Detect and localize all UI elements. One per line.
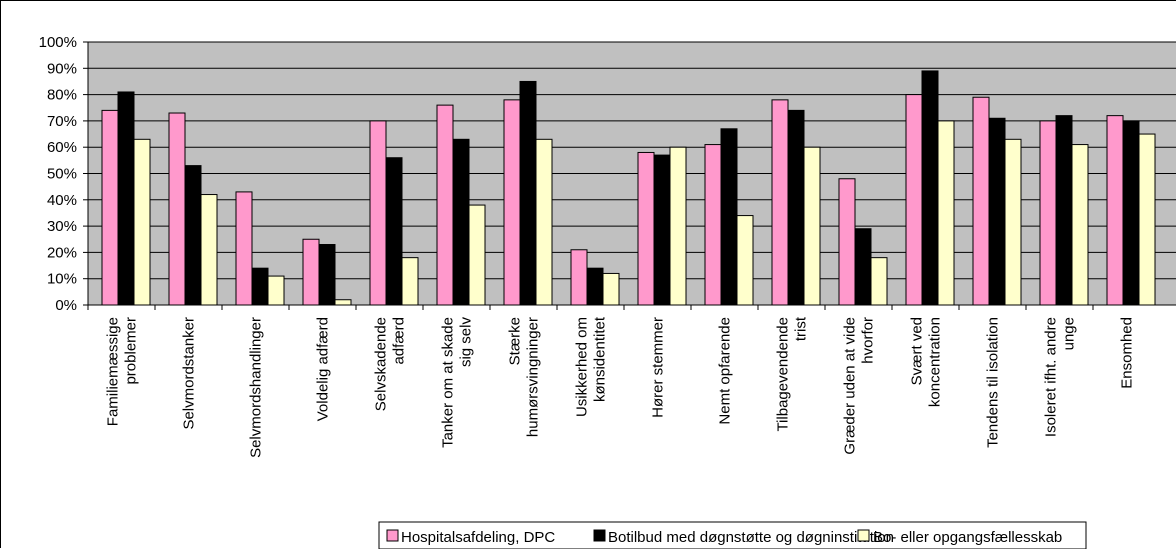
category-label: Græder uden at vide: [842, 317, 859, 455]
category-label: Familiemæssige: [105, 317, 122, 426]
category-label: Nemt opfarende: [717, 317, 734, 425]
category-label: kønsidentitet: [592, 316, 609, 402]
category-label: Ensomhed: [1119, 317, 1136, 389]
category-labels: Familiemæssige problemer Selvmordstanker Se…: [105, 316, 1136, 458]
bar-botilbud: [988, 117, 1006, 306]
bar-hospital: [905, 94, 923, 306]
legend-label-botilbud: Botilbud med døgnstøtte og døgninstituti…: [608, 529, 894, 546]
bar-bofaellesskab: [334, 299, 352, 306]
bar-bofaellesskab: [1138, 133, 1156, 306]
y-tick-label: 60%: [47, 139, 77, 156]
bar-hospital: [168, 112, 186, 306]
bar-botilbud: [854, 228, 872, 306]
bar-bofaellesskab: [803, 146, 821, 306]
category-label: Tendens til isolation: [985, 317, 1002, 448]
bar-bofaellesskab: [937, 120, 955, 306]
category-label: koncentration: [927, 317, 944, 407]
bar-hospital: [302, 238, 320, 306]
legend-box: [378, 521, 1087, 549]
bar-hospital: [235, 191, 253, 306]
bar-botilbud: [251, 267, 269, 306]
bar-hospital: [503, 99, 521, 306]
bar-botilbud: [720, 128, 738, 306]
bar-bofaellesskab: [1004, 138, 1022, 306]
bar-hospital: [637, 151, 655, 306]
category-label: Voldelig adfærd: [315, 317, 332, 421]
legend-label-bofaellesskab: Bo- eller opgangsfællesskab: [873, 529, 1062, 546]
legend: Hospitalsafdeling, DPC Botilbud med døgn…: [378, 521, 1087, 549]
bar-botilbud: [586, 267, 604, 306]
bar-botilbud: [1055, 115, 1073, 306]
bar-hospital: [1039, 120, 1057, 306]
bar-botilbud: [787, 109, 805, 306]
category-label: trist: [793, 316, 810, 341]
y-tick-label: 40%: [47, 192, 77, 209]
bar-bofaellesskab: [669, 146, 687, 306]
category-label: Selvskadende: [373, 317, 390, 411]
bar-botilbud: [1122, 120, 1140, 306]
category-label: Tilbagevendende: [775, 317, 792, 432]
category-label: Svært ved: [909, 317, 926, 385]
bar-bofaellesskab: [602, 272, 620, 306]
bar-bofaellesskab: [870, 257, 888, 306]
bar-bofaellesskab: [468, 204, 486, 306]
bar-botilbud: [184, 165, 202, 306]
y-tick-labels: 0% 10% 20% 30% 40% 50% 60% 70% 80% 90% 100%: [39, 34, 77, 314]
category-label: humørsvingninger: [525, 317, 542, 437]
category-label: sig selv: [458, 317, 475, 368]
bar-bofaellesskab: [1071, 144, 1089, 306]
bar-hospital: [1106, 115, 1124, 306]
bar-bofaellesskab: [200, 194, 218, 306]
bar-hospital: [704, 144, 722, 306]
bar-hospital: [369, 120, 387, 306]
y-tick-label: 50%: [47, 166, 77, 183]
bar-botilbud: [117, 91, 135, 306]
bar-hospital: [570, 249, 588, 306]
bar-bofaellesskab: [401, 257, 419, 306]
bar-botilbud: [318, 244, 336, 306]
category-label: hvorfor: [860, 317, 877, 364]
legend-swatch-hospital: [386, 529, 399, 542]
bar-hospital: [771, 99, 789, 306]
bar-bofaellesskab: [535, 138, 553, 306]
y-tick-label: 0%: [55, 297, 77, 314]
bar-hospital: [101, 109, 119, 306]
category-label: problemer: [123, 317, 140, 385]
bar-hospital: [838, 178, 856, 306]
bar-botilbud: [519, 80, 537, 306]
bar-bofaellesskab: [133, 138, 151, 306]
bar-botilbud: [921, 70, 939, 306]
category-label: Usikkerhed om: [574, 317, 591, 417]
bar-hospital: [436, 104, 454, 306]
y-tick-label: 90%: [47, 60, 77, 77]
y-tick-label: 20%: [47, 244, 77, 261]
category-label: Hører stemmer: [650, 317, 667, 418]
category-label: adfærd: [391, 317, 408, 365]
y-tick-label: 100%: [39, 34, 77, 51]
category-label: unge: [1061, 317, 1078, 350]
bar-bofaellesskab: [736, 215, 754, 306]
y-tick-label: 70%: [47, 113, 77, 130]
bar-botilbud: [653, 154, 671, 306]
category-label: Selvmordstanker: [181, 317, 198, 430]
bar-bofaellesskab: [267, 275, 285, 306]
y-tick-label: 10%: [47, 271, 77, 288]
y-tick-label: 30%: [47, 218, 77, 235]
category-label: Stærke: [507, 317, 524, 365]
category-label: Isoleret ifht. andre: [1043, 317, 1060, 437]
legend-swatch-botilbud: [593, 529, 606, 542]
category-label: Tanker om at skade: [440, 317, 457, 448]
bar-botilbud: [452, 138, 470, 306]
legend-label-hospital: Hospitalsafdeling, DPC: [401, 529, 555, 546]
category-label: Selvmordshandlinger: [248, 317, 265, 458]
axes: [83, 41, 1176, 310]
legend-swatch-bofaellesskab: [857, 529, 870, 542]
y-tick-label: 80%: [47, 87, 77, 104]
bar-hospital: [972, 96, 990, 306]
bar-botilbud: [385, 157, 403, 306]
